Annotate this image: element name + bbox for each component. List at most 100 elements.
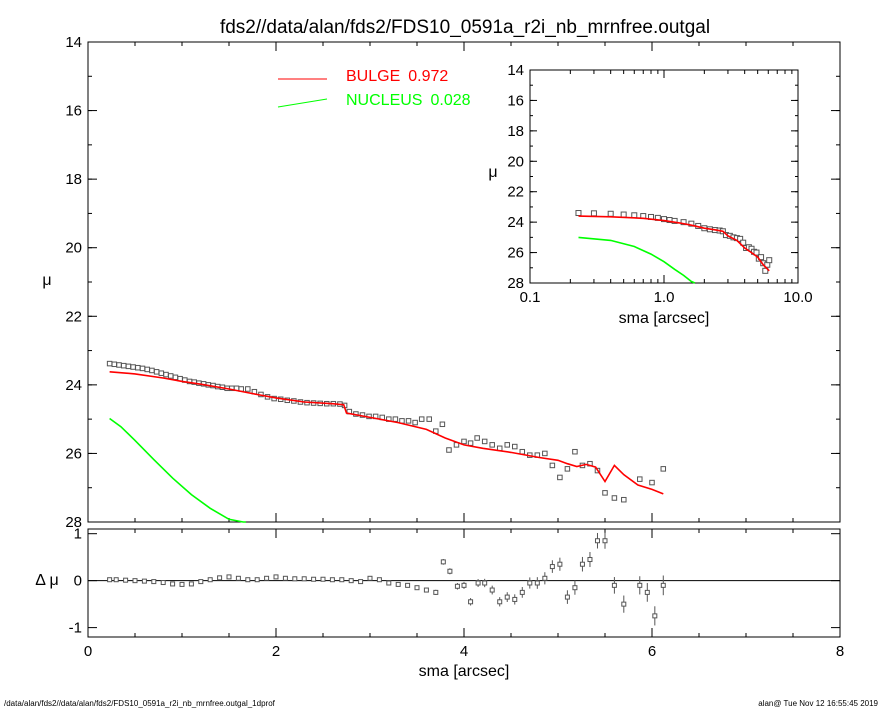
- resid-xtick-label: 4: [460, 643, 468, 660]
- inset-data-point: [680, 219, 687, 226]
- residual-point: [395, 581, 401, 587]
- residual-point: [644, 589, 650, 595]
- main-data-point: [649, 479, 655, 486]
- main-data-point: [549, 462, 556, 469]
- main-data-point: [125, 363, 132, 370]
- residual-point: [512, 596, 518, 602]
- chart-title: fds2//data/alan/fds2/FDS10_0591a_r2i_nb_…: [220, 17, 710, 38]
- main-data-point: [512, 443, 518, 450]
- residual-point: [454, 583, 460, 589]
- main-ytick-label: 16: [65, 103, 82, 120]
- main-data-point: [106, 360, 113, 367]
- inset-ytick-label: 22: [507, 184, 524, 201]
- inset-data-point: [688, 220, 695, 227]
- residual-point: [254, 577, 260, 583]
- main-data-point: [557, 474, 563, 481]
- residual-point: [348, 578, 354, 584]
- residual-point: [245, 577, 251, 583]
- resid-xtick-label: 8: [836, 643, 844, 660]
- main-data-point: [163, 371, 169, 378]
- legend-nucleus-label: NUCLEUS 0.028: [346, 92, 471, 109]
- main-ytick-label: 26: [65, 445, 82, 462]
- residual-point: [433, 589, 439, 595]
- residual-point: [386, 580, 392, 586]
- main-data-point: [564, 466, 571, 472]
- residual-point: [602, 538, 608, 544]
- residual-point: [207, 577, 213, 583]
- inset-data-point: [575, 210, 582, 217]
- main-data-point: [144, 366, 150, 373]
- main-data-point: [504, 442, 510, 448]
- residual-point: [273, 574, 279, 580]
- residual-point: [440, 559, 446, 565]
- main-data-point: [519, 448, 526, 455]
- residual-point: [282, 575, 288, 581]
- main-ytick-label: 24: [65, 377, 82, 394]
- main-data-point: [111, 361, 118, 368]
- residual-point: [594, 538, 600, 544]
- residual-point: [549, 564, 555, 570]
- residual-point: [132, 578, 138, 584]
- residual-point: [179, 581, 185, 587]
- residual-point: [504, 594, 510, 600]
- main-data-point: [149, 367, 155, 374]
- residual-point: [123, 577, 129, 583]
- residual-point: [497, 599, 503, 605]
- main-data-point: [139, 365, 146, 372]
- residual-point: [113, 577, 119, 583]
- main-y-axis-label: μ: [42, 272, 51, 289]
- main-data-point: [426, 416, 432, 422]
- residual-point: [534, 580, 540, 586]
- main-data-point: [461, 438, 467, 445]
- residual-point: [468, 599, 474, 605]
- main-data-point: [611, 495, 618, 501]
- main-data-point: [542, 450, 548, 457]
- residual-point: [301, 576, 307, 582]
- inset-ytick-label: 28: [507, 275, 524, 292]
- main-data-point: [418, 416, 425, 422]
- residual-point: [292, 576, 298, 582]
- inset-ytick-label: 18: [507, 123, 524, 140]
- residual-point: [405, 582, 411, 588]
- inset-data-point: [671, 217, 678, 224]
- main-data-point: [474, 435, 480, 441]
- resid-xtick-label: 2: [272, 643, 280, 660]
- residual-point: [587, 557, 593, 563]
- inset-data-point: [762, 267, 769, 274]
- main-ytick-label: 20: [65, 240, 82, 257]
- main-data-point: [158, 370, 165, 376]
- main-data-point: [130, 364, 136, 370]
- residual-point: [198, 579, 204, 585]
- main-ytick-label: 28: [65, 514, 82, 531]
- residual-point: [376, 577, 382, 583]
- residual-point: [572, 585, 578, 591]
- inset-data-point: [607, 210, 614, 217]
- residual-point: [461, 582, 467, 588]
- residual-point: [611, 582, 617, 588]
- residual-point: [542, 575, 548, 581]
- inset-ytick-label: 20: [507, 153, 524, 170]
- residual-point: [367, 575, 373, 581]
- x-axis-label: sma [arcsec]: [419, 663, 510, 680]
- residual-data-layer: [107, 532, 666, 626]
- residual-point: [527, 580, 533, 586]
- residual-point: [160, 580, 166, 586]
- inset-axis-ticks: 14 16 18 20 22 24 26 280.1 1.0 10.0: [507, 62, 812, 306]
- footer-timestamp: alan@ Tue Nov 12 16:55:45 2019: [758, 699, 878, 708]
- residual-point: [217, 575, 223, 581]
- main-data-layer: [106, 360, 667, 523]
- inset-ytick-label: 26: [507, 245, 524, 262]
- main-profile-panel: 14 16 18 20 22 24 26 28 μ BULGE 0.972 NUCLEUS 0.0…: [42, 34, 841, 531]
- residual-point: [311, 576, 317, 582]
- inset-bulge-line: [578, 215, 770, 272]
- main-ytick-label: 22: [65, 308, 82, 325]
- main-data-point: [481, 438, 488, 445]
- residual-point: [564, 594, 570, 600]
- residual-point: [107, 577, 113, 583]
- residual-point: [170, 581, 176, 587]
- residual-point: [414, 585, 420, 591]
- main-data-point: [467, 440, 474, 446]
- residual-point: [339, 577, 345, 583]
- residual-panel: 10-10 2 4 6 8 Δ μ sma [arcsec]: [35, 526, 844, 680]
- residual-point: [151, 579, 157, 585]
